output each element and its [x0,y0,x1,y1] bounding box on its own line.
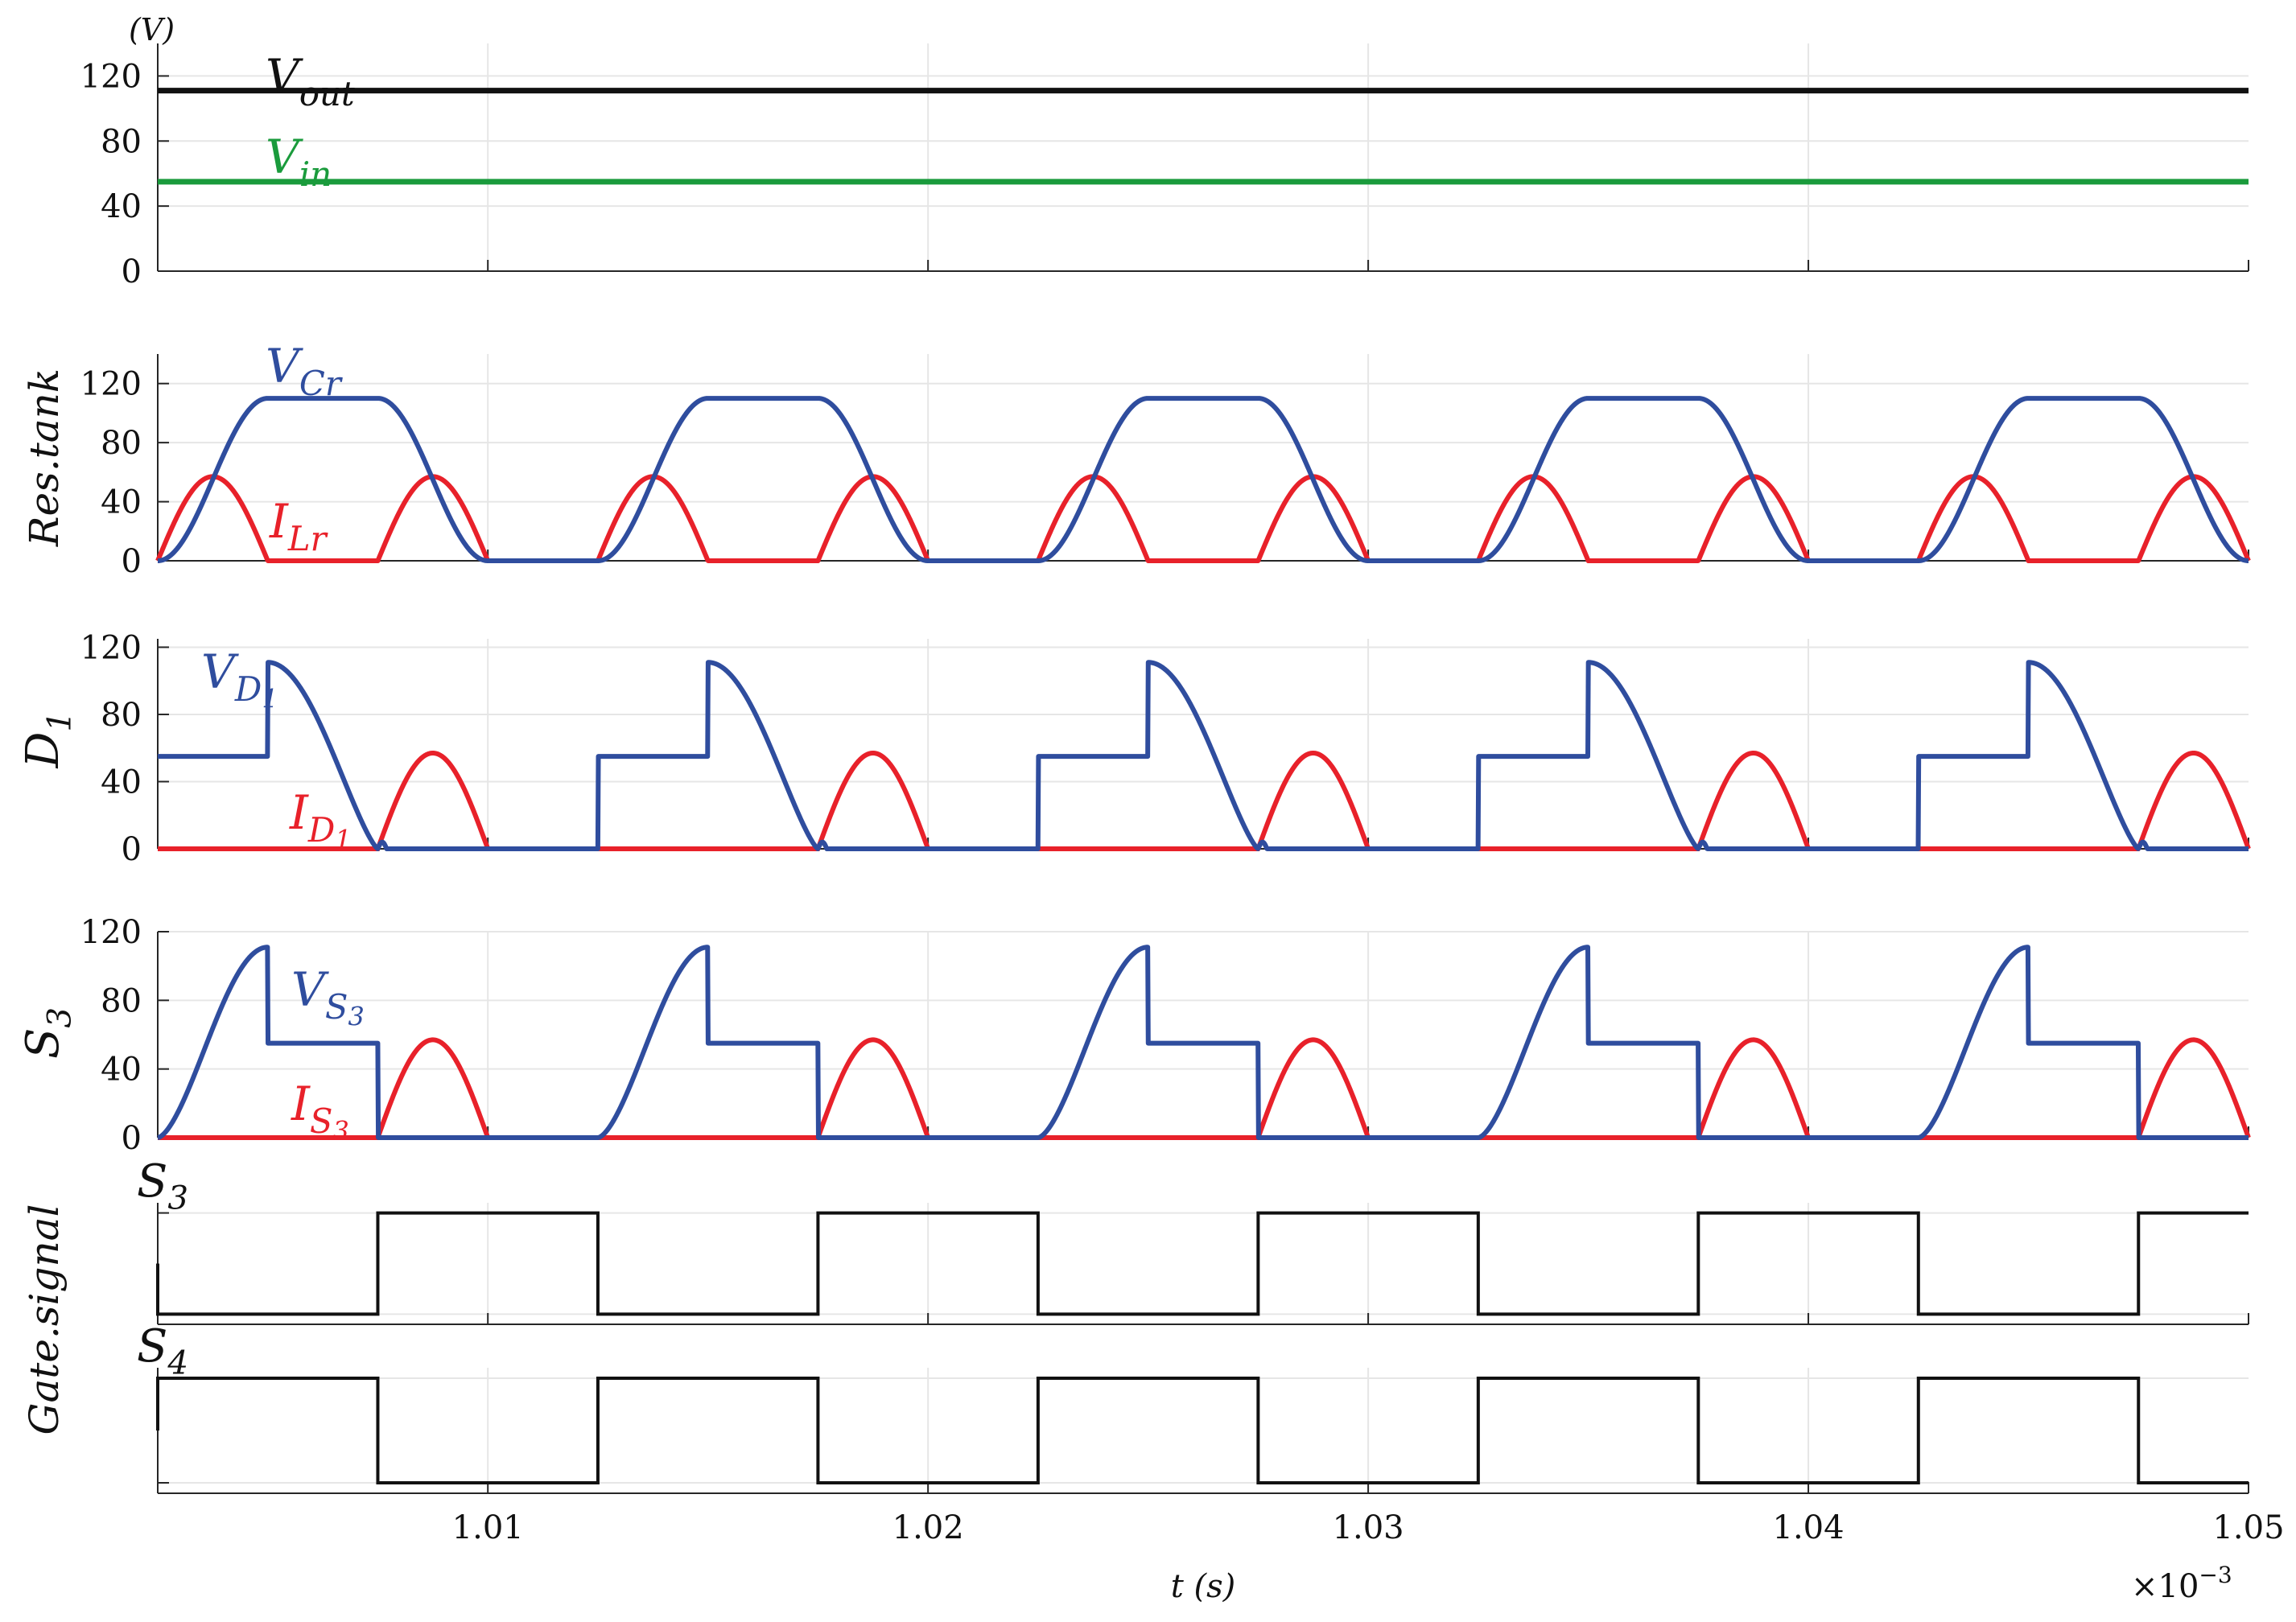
x-tick-label: 1.01 [452,1509,524,1546]
x-tick-label: 1.03 [1333,1509,1404,1546]
y-axis-label-s3: S3 [17,1007,79,1059]
series-group-gate-s4: S4 [137,1320,2249,1484]
series-label-vs3: VS3 [291,962,365,1031]
y-tick-label: 0 [122,253,142,290]
y-tick-label: 80 [101,425,142,462]
x-axis-labels: 1.01 1.02 1.03 1.04 1.05 t (s) ×10−3 [452,1509,2285,1605]
series-group-res-tank: VCr ILr Res.tank [21,339,2251,563]
series-label-vin: Vin [266,130,332,194]
x-tick-label: 1.04 [1773,1509,1845,1546]
series-line-gate-s3 [156,1211,2249,1316]
series-label-vout: Vout [266,49,355,113]
series-line-ilr [155,474,2251,563]
series-line-gate-s4 [156,1377,2249,1484]
series-label-vd1: VD1 [201,644,278,714]
series-line-vcr [155,396,2251,563]
y-tick-label: 120 [80,366,142,403]
x-axis-multiplier: ×10−3 [2131,1562,2232,1605]
y-tick-label: 120 [80,914,142,951]
y-tick-label: 40 [101,764,142,801]
panel-title-gate-s3: S3 [137,1155,188,1217]
y-tick-label: 120 [80,58,142,95]
y-tick-label: 0 [122,831,142,868]
series-label-vcr: VCr [266,339,344,403]
series-group-voltages: Vout Vin (V) [129,12,2249,194]
series-line-vd1 [155,660,2251,851]
panel-res-tank: 0 40 80 120 [80,354,2249,580]
y-tick-label: 40 [101,484,142,521]
series-group-d1: VD1 ID1 D1 [17,644,2251,854]
y-tick-label: 40 [101,188,142,225]
panel-d1: 0 40 80 120 [80,629,2249,868]
panel-voltages: 0 40 80 120 [80,43,2249,290]
y-axis-label-res-tank: Res.tank [21,368,68,547]
x-axis-label: t (s) [1171,1568,1236,1605]
series-label-is3: IS3 [291,1077,349,1146]
series-label-id1: ID1 [289,785,352,854]
panel-title-gate-s4: S4 [137,1320,188,1382]
x-tick-label: 1.05 [2212,1509,2284,1546]
x-tick-label: 1.02 [892,1509,964,1546]
panel-gate-s3 [157,1203,2249,1325]
series-group-s3: VS3 IS3 S3 [17,945,2251,1146]
series-line-vs3 [155,945,2251,1140]
y-tick-label: 0 [122,543,142,580]
y-tick-label: 80 [101,697,142,734]
y-tick-label: 40 [101,1052,142,1089]
series-group-gate-s3: S3 [137,1155,2249,1316]
y-axis-label-d1: D1 [17,711,79,769]
series-label-ilr: ILr [269,494,329,558]
y-tick-label: 80 [101,982,142,1019]
y-tick-label: 120 [80,629,142,666]
unit-label: (V) [129,12,175,47]
panel-s3: 0 40 80 120 [80,914,2249,1157]
series-line-id1 [158,750,2251,851]
y-tick-label: 0 [122,1120,142,1157]
y-tick-label: 80 [101,123,142,160]
y-axis-label-gate-signal: Gate.signal [21,1204,68,1435]
panel-gate-s4 [157,1368,2249,1494]
